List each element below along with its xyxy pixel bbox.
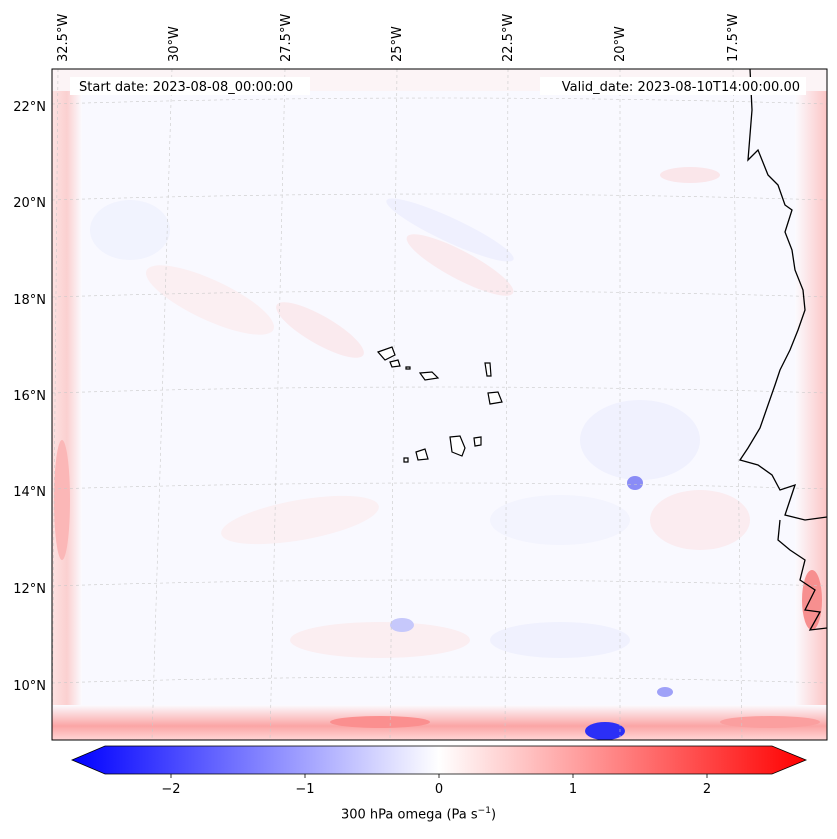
lon-label: 17.5°W xyxy=(726,14,741,62)
lon-label: 32.5°W xyxy=(56,14,71,62)
colorbar-tick: 0 xyxy=(435,782,443,797)
lon-label: 22.5°W xyxy=(501,14,516,62)
lon-label: 30°W xyxy=(167,26,182,62)
lon-tick-labels: 32.5°W 30°W 27.5°W 25°W 22.5°W 20°W 17.5… xyxy=(56,14,741,62)
valid-date-label: Valid_date: 2023-08-10T14:00:00.00 xyxy=(562,80,800,95)
lon-label: 27.5°W xyxy=(279,14,294,62)
lon-label: 20°W xyxy=(613,26,628,62)
cape-verde-islands xyxy=(376,346,503,463)
lon-label: 25°W xyxy=(390,26,405,62)
lat-label: 22°N xyxy=(13,100,46,115)
map-frame xyxy=(51,68,828,741)
graticule xyxy=(52,69,827,740)
lat-label: 10°N xyxy=(13,679,46,694)
lat-label: 12°N xyxy=(13,582,46,597)
start-date-label: Start date: 2023-08-08_00:00:00 xyxy=(79,80,293,95)
colorbar-label: 300 hPa omega (Pa s−1) xyxy=(0,806,837,822)
lat-tick-labels: 22°N 20°N 18°N 16°N 14°N 12°N 10°N xyxy=(13,100,46,694)
lat-label: 14°N xyxy=(13,485,46,500)
colorbar: −2 −1 0 1 2 xyxy=(70,745,808,797)
valid-date-box xyxy=(540,77,806,95)
start-date-box xyxy=(70,77,310,95)
colorbar-label-prefix: 300 hPa omega (Pa s xyxy=(340,807,478,823)
colorbar-tick: −1 xyxy=(295,782,314,797)
colorbar-tick: 2 xyxy=(703,782,711,797)
omega-field xyxy=(52,69,827,740)
colorbar-gradient xyxy=(70,745,808,775)
colorbar-label-exp: −1 xyxy=(477,806,491,816)
lat-label: 16°N xyxy=(13,389,46,404)
colorbar-tick: −2 xyxy=(161,782,180,797)
coastline xyxy=(738,69,827,631)
lat-label: 18°N xyxy=(13,293,46,308)
lat-label: 20°N xyxy=(13,196,46,211)
colorbar-tick: 1 xyxy=(569,782,577,797)
colorbar-label-suffix: ) xyxy=(490,807,497,823)
